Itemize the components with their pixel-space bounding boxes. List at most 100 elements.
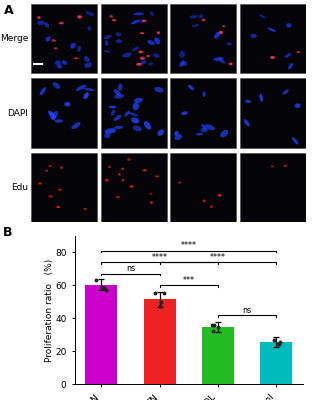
Ellipse shape — [112, 19, 116, 21]
Ellipse shape — [84, 208, 87, 210]
Ellipse shape — [150, 193, 153, 195]
Text: Merge: Merge — [0, 34, 28, 43]
Text: Edu: Edu — [11, 183, 28, 192]
Bar — [170, 153, 236, 222]
Bar — [170, 4, 236, 73]
Ellipse shape — [58, 189, 62, 191]
Ellipse shape — [140, 32, 144, 34]
Ellipse shape — [203, 200, 206, 202]
Ellipse shape — [74, 57, 79, 59]
Ellipse shape — [270, 56, 275, 59]
Bar — [240, 153, 306, 222]
Ellipse shape — [48, 111, 56, 118]
Ellipse shape — [87, 26, 91, 30]
Ellipse shape — [146, 55, 150, 57]
Ellipse shape — [77, 46, 81, 52]
Ellipse shape — [54, 47, 57, 49]
Ellipse shape — [64, 102, 71, 106]
Ellipse shape — [37, 21, 45, 25]
Ellipse shape — [131, 20, 140, 24]
Ellipse shape — [105, 179, 109, 182]
Text: ***: *** — [183, 276, 195, 285]
Ellipse shape — [188, 85, 194, 90]
Bar — [101, 78, 167, 148]
Bar — [31, 153, 97, 222]
Ellipse shape — [179, 60, 185, 67]
Ellipse shape — [297, 51, 300, 53]
Ellipse shape — [181, 111, 188, 115]
Ellipse shape — [104, 50, 111, 53]
Ellipse shape — [62, 60, 67, 65]
Ellipse shape — [84, 92, 89, 98]
Ellipse shape — [103, 35, 111, 39]
Ellipse shape — [131, 117, 139, 124]
Text: ****: **** — [181, 242, 197, 250]
Ellipse shape — [85, 11, 94, 16]
Ellipse shape — [129, 185, 134, 188]
Ellipse shape — [133, 102, 139, 110]
Ellipse shape — [218, 58, 225, 64]
Text: ns: ns — [242, 306, 252, 315]
Ellipse shape — [138, 51, 144, 53]
Bar — [31, 4, 97, 73]
Ellipse shape — [116, 196, 119, 198]
Ellipse shape — [155, 175, 159, 177]
Ellipse shape — [158, 129, 164, 136]
Ellipse shape — [54, 119, 63, 123]
Ellipse shape — [148, 62, 153, 66]
Text: A: A — [4, 4, 13, 17]
Ellipse shape — [49, 112, 55, 120]
Ellipse shape — [150, 201, 153, 204]
Ellipse shape — [285, 54, 291, 58]
Y-axis label: Proliferation ratio   (%): Proliferation ratio (%) — [45, 258, 54, 362]
Ellipse shape — [51, 111, 58, 120]
Text: Control: Control — [252, 0, 293, 2]
Ellipse shape — [133, 126, 142, 131]
Ellipse shape — [140, 60, 146, 64]
Ellipse shape — [109, 15, 113, 18]
Ellipse shape — [259, 14, 266, 19]
Ellipse shape — [226, 42, 232, 45]
Ellipse shape — [198, 14, 203, 18]
Ellipse shape — [122, 52, 132, 57]
Ellipse shape — [295, 103, 300, 108]
Bar — [240, 4, 306, 73]
Ellipse shape — [222, 25, 225, 28]
Ellipse shape — [132, 46, 139, 51]
Ellipse shape — [116, 32, 121, 36]
Ellipse shape — [53, 82, 60, 89]
Ellipse shape — [114, 89, 121, 96]
Ellipse shape — [178, 182, 181, 184]
Ellipse shape — [143, 169, 147, 171]
Ellipse shape — [118, 173, 121, 176]
Ellipse shape — [55, 60, 61, 65]
Ellipse shape — [175, 134, 182, 140]
Ellipse shape — [204, 124, 215, 130]
Ellipse shape — [121, 168, 124, 170]
Ellipse shape — [189, 15, 198, 18]
Ellipse shape — [40, 87, 46, 95]
Ellipse shape — [139, 20, 147, 23]
Ellipse shape — [229, 62, 233, 65]
Ellipse shape — [220, 130, 228, 138]
Ellipse shape — [114, 126, 123, 129]
Ellipse shape — [251, 34, 257, 38]
Ellipse shape — [218, 194, 222, 197]
Ellipse shape — [292, 137, 299, 145]
Ellipse shape — [59, 22, 64, 24]
Ellipse shape — [154, 87, 163, 92]
Ellipse shape — [200, 128, 208, 132]
Ellipse shape — [85, 62, 92, 68]
Ellipse shape — [48, 195, 53, 198]
Ellipse shape — [201, 124, 207, 130]
Ellipse shape — [134, 98, 143, 103]
Ellipse shape — [150, 12, 154, 16]
Ellipse shape — [48, 165, 52, 167]
Ellipse shape — [179, 51, 185, 58]
Ellipse shape — [105, 40, 108, 46]
Ellipse shape — [77, 15, 82, 18]
Bar — [85, 284, 117, 384]
Ellipse shape — [219, 31, 223, 34]
Ellipse shape — [37, 16, 41, 19]
Ellipse shape — [51, 39, 56, 42]
